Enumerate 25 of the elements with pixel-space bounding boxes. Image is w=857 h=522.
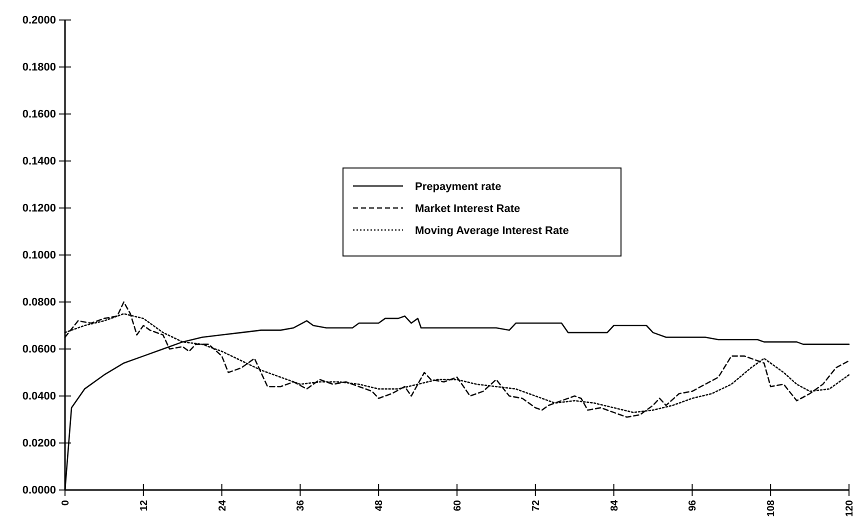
y-tick-label: 0.1800	[22, 62, 56, 74]
y-tick-label: 0.1200	[22, 202, 56, 215]
x-tick-label: 96	[688, 500, 699, 512]
y-tick-label: 0.0000	[22, 484, 56, 497]
y-tick-label: 0.0200	[22, 438, 56, 450]
x-tick-label: 36	[296, 500, 307, 512]
x-tick-label: 0	[60, 500, 72, 506]
legend-label: Market Interest Rate	[415, 202, 520, 215]
y-tick-label: 0.0800	[22, 296, 56, 309]
y-tick-label: 0.1600	[22, 108, 56, 121]
y-tick-label: 0.1400	[22, 156, 56, 168]
y-tick-label: 0.0600	[22, 344, 56, 356]
x-tick-label: 60	[452, 500, 464, 512]
y-tick-label: 0.2000	[22, 14, 56, 27]
y-tick-label: 0.0400	[22, 390, 56, 403]
y-tick-label: 0.1000	[22, 250, 56, 262]
legend-label: Moving Average Interest Rate	[415, 224, 569, 237]
x-tick-label: 108	[766, 500, 778, 517]
x-tick-label: 72	[530, 500, 542, 512]
x-tick-label: 48	[374, 500, 386, 512]
x-tick-label: 24	[217, 500, 228, 512]
x-tick-label: 12	[138, 500, 150, 512]
x-tick-label: 84	[609, 500, 620, 512]
x-tick-label: 120	[844, 500, 856, 517]
legend-label: Prepayment rate	[415, 180, 502, 193]
